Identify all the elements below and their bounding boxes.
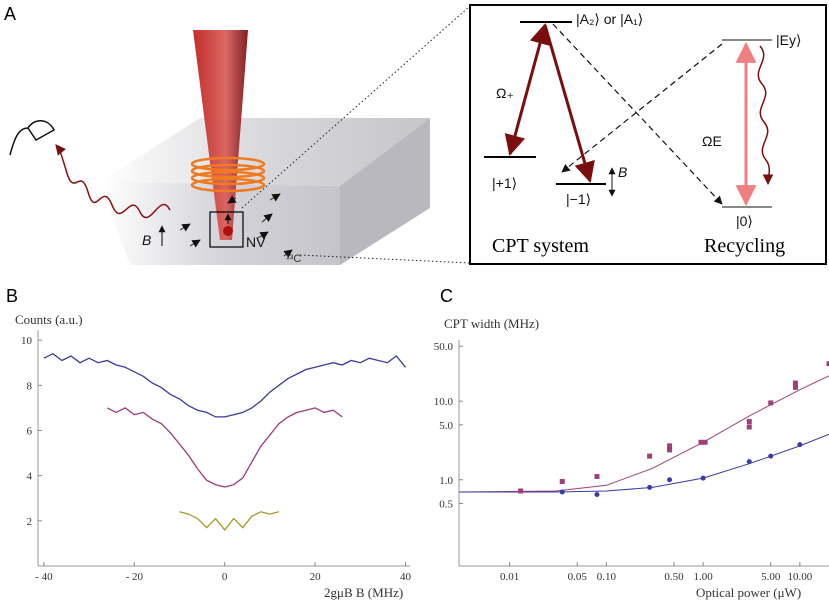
scheme-title: Recycling — [704, 235, 785, 257]
data-point — [667, 443, 673, 449]
rabi-label: ΩE — [702, 133, 722, 149]
transition-plus — [504, 22, 551, 157]
rabi-label: Ω₊ — [496, 85, 514, 101]
x-axis-title: 2gμB B (MHz) — [324, 585, 403, 600]
y-tick-label: 1.0 — [439, 475, 453, 487]
y-tick-label: 10 — [21, 335, 33, 347]
series-line — [43, 352, 407, 418]
data-point — [792, 384, 798, 390]
setup-illustration: B NV ¹³C — [9, 5, 471, 265]
nv-box — [209, 211, 244, 248]
data-point — [746, 459, 752, 465]
x-tick-label: 5.00 — [761, 571, 781, 583]
data-point — [702, 439, 708, 445]
crystal-side — [340, 118, 430, 265]
diagram-frame — [469, 4, 827, 265]
data-point — [746, 424, 752, 430]
data-point — [797, 442, 803, 448]
nv-center — [223, 226, 233, 236]
series-line — [106, 407, 343, 488]
data-point — [667, 477, 673, 483]
data-point — [768, 453, 774, 459]
data-point — [768, 400, 774, 406]
nv-label: NV — [246, 234, 266, 250]
y-tick-label: 10.0 — [434, 396, 454, 408]
y-axis-title: Counts (a.u.) — [15, 312, 83, 327]
panel-label: B — [6, 286, 18, 306]
series-line — [179, 511, 280, 531]
panel-label: A — [4, 4, 16, 24]
data-point — [667, 447, 673, 453]
panel-label: C — [440, 286, 453, 306]
y-tick-label: 4 — [27, 471, 33, 483]
series-line — [459, 433, 829, 493]
data-point — [792, 380, 798, 386]
x-axis-title: Optical power (μW) — [696, 585, 801, 600]
data-point — [647, 484, 653, 490]
y-tick-label: 0.5 — [439, 498, 453, 510]
laser-beam — [193, 30, 248, 240]
microwave-coil — [190, 156, 266, 193]
data-point — [518, 488, 524, 494]
series-line — [458, 375, 829, 493]
emission-wave — [757, 45, 774, 186]
x-tick-label: - 40 — [35, 571, 53, 583]
x-tick-label: - 20 — [126, 571, 144, 583]
data-point — [559, 479, 565, 485]
x-tick-label: 0.01 — [500, 571, 519, 583]
detector — [9, 120, 55, 156]
level-label: |Ey⟩ — [776, 32, 801, 48]
data-point — [698, 439, 704, 445]
x-tick-label: 0.50 — [664, 571, 684, 583]
y-axis-title: CPT width (MHz) — [444, 316, 539, 331]
data-point — [559, 489, 565, 495]
level-diagram: |A₂⟩ or |A₁⟩ Ω₊ |+1⟩ |−1⟩ B |Ey⟩ ΩE |0⟩ … — [469, 4, 827, 265]
y-tick-label: 6 — [27, 425, 33, 437]
level-label: |−1⟩ — [566, 191, 591, 207]
x-tick-label: 40 — [400, 571, 412, 583]
x-tick-label: 0.10 — [597, 571, 617, 583]
data-point — [594, 491, 600, 497]
nuclear-spins — [179, 193, 293, 258]
zoom-line — [241, 5, 471, 209]
scheme-title: CPT system — [492, 235, 589, 257]
data-point — [826, 361, 829, 367]
decay-path — [561, 43, 723, 173]
level-label: |A₂⟩ or |A₁⟩ — [576, 11, 643, 27]
y-tick-label: 8 — [27, 380, 33, 392]
x-tick-label: 10.00 — [787, 571, 812, 583]
crystal-top — [100, 118, 430, 186]
data-point — [746, 419, 752, 425]
x-tick-label: 0.05 — [568, 571, 588, 583]
decay-path — [552, 23, 723, 205]
field-label: B — [618, 164, 627, 180]
transition-minus — [543, 24, 595, 184]
data-point — [647, 453, 653, 459]
data-point — [594, 474, 600, 480]
zoom-line — [299, 254, 471, 264]
field-label: B — [142, 232, 151, 248]
y-tick-label: 2 — [27, 516, 33, 528]
y-tick-label: 5.0 — [439, 420, 453, 432]
level-label: |+1⟩ — [492, 175, 517, 191]
x-tick-label: 1.00 — [693, 571, 713, 583]
y-tick-label: 50.0 — [434, 341, 454, 353]
level-label: |0⟩ — [736, 213, 753, 229]
data-point — [700, 475, 706, 481]
emission-wave — [55, 144, 171, 219]
x-tick-label: 0 — [222, 571, 228, 583]
carbon-label: ¹³C — [286, 253, 301, 265]
x-tick-label: 20 — [310, 571, 322, 583]
